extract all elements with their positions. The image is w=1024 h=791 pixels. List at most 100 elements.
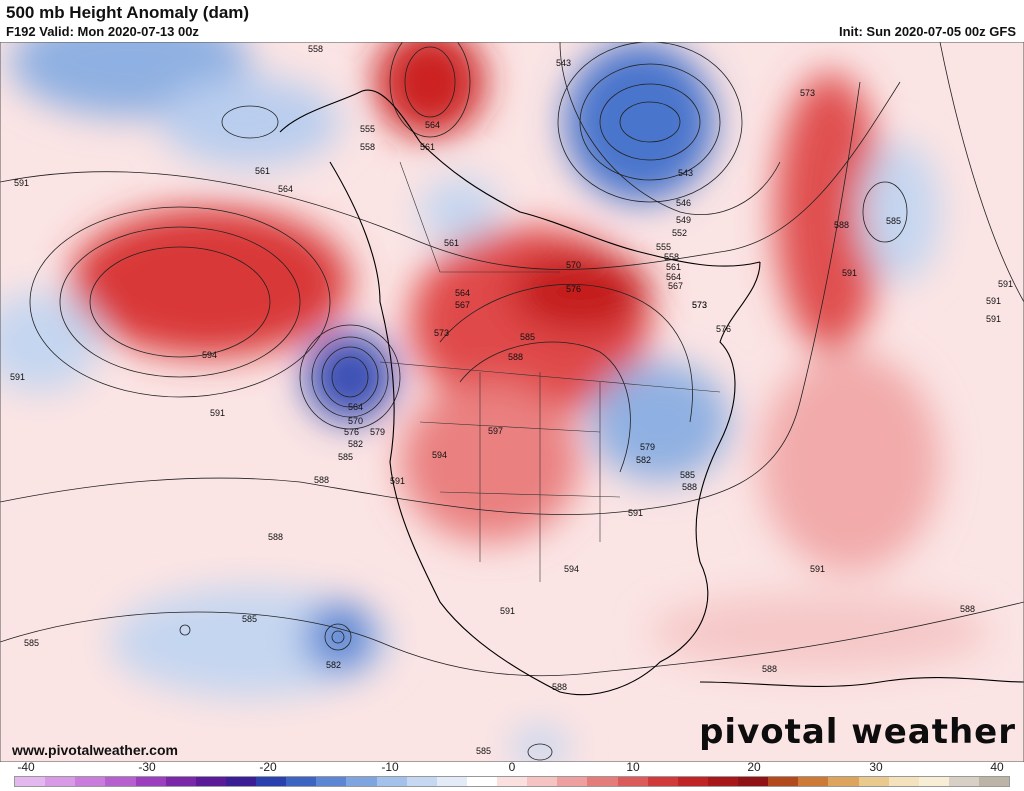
- contour-label: 585: [476, 746, 491, 756]
- contour-label: 567: [455, 300, 470, 310]
- contour-label: 582: [348, 439, 363, 449]
- contour-label: 561: [444, 238, 459, 248]
- colorbar-swatch: [165, 777, 196, 786]
- contour-label: 561: [666, 262, 681, 272]
- contour-label: 591: [986, 314, 1001, 324]
- contour-label: 579: [370, 427, 385, 437]
- contour-label: 594: [432, 450, 447, 460]
- contour-label: 576: [566, 284, 581, 294]
- contour-label: 573: [800, 88, 815, 98]
- contour-label: 591: [210, 408, 225, 418]
- colorbar-swatch: [677, 777, 708, 786]
- colorbar-swatch: [557, 777, 588, 786]
- contour-label: 546: [676, 198, 691, 208]
- colorbar-swatch: [979, 777, 1010, 786]
- contour-label: 588: [314, 475, 329, 485]
- colorbar-swatch: [587, 777, 618, 786]
- brand-logo: pivotal weather: [699, 712, 1016, 752]
- contour-label: 567: [668, 281, 683, 291]
- colorbar-swatch: [466, 777, 497, 786]
- colorbar-swatch: [135, 777, 166, 786]
- contour-label: 555: [656, 242, 671, 252]
- contour-label: 588: [682, 482, 697, 492]
- map-canvas: 558 555 558 561 564 564 561 543 546 549 …: [0, 42, 1024, 762]
- contour-label: 564: [666, 272, 681, 282]
- contour-label: 573: [692, 300, 707, 310]
- contour-label: 591: [390, 476, 405, 486]
- contour-label: 576: [716, 324, 731, 334]
- colorbar-swatch: [858, 777, 889, 786]
- colorbar-swatch: [497, 777, 528, 786]
- init-time: Init: Sun 2020-07-05 00z GFS: [838, 24, 1016, 39]
- contour-label: 588: [268, 532, 283, 542]
- colorbar-ticks: -40 -30 -20 -10 0 10 20 30 40: [0, 760, 1024, 776]
- colorbar-swatch: [195, 777, 226, 786]
- contour-label: 564: [455, 288, 470, 298]
- anomaly-map: 558 555 558 561 564 564 561 543 546 549 …: [0, 42, 1024, 762]
- contour-label: 555: [360, 124, 375, 134]
- contour-label: 561: [255, 166, 270, 176]
- colorbar-tick: 0: [508, 760, 516, 774]
- contour-label: 588: [834, 220, 849, 230]
- colorbar-tick: -30: [138, 760, 156, 774]
- colorbar-swatch: [376, 777, 407, 786]
- contour-label: 570: [348, 416, 363, 426]
- contour-label: 552: [672, 228, 687, 238]
- contour-label: 585: [520, 332, 535, 342]
- colorbar-tick: 30: [869, 760, 883, 774]
- contour-label: 549: [676, 215, 691, 225]
- contour-label: 591: [14, 178, 29, 188]
- colorbar: [14, 776, 1010, 787]
- contour-label: 576: [344, 427, 359, 437]
- colorbar-swatch: [346, 777, 377, 786]
- colorbar-swatch: [75, 777, 106, 786]
- colorbar-tick: 20: [747, 760, 761, 774]
- colorbar-swatch: [617, 777, 648, 786]
- colorbar-swatch: [256, 777, 287, 786]
- contour-label: 591: [500, 606, 515, 616]
- contour-label: 582: [326, 660, 341, 670]
- contour-label: 558: [664, 252, 679, 262]
- contour-label: 558: [360, 142, 375, 152]
- colorbar-swatch: [286, 777, 317, 786]
- contour-label: 558: [308, 44, 323, 54]
- colorbar-tick: 40: [990, 760, 1004, 774]
- contour-label: 573: [434, 328, 449, 338]
- colorbar-swatch: [316, 777, 347, 786]
- contour-label: 543: [678, 168, 693, 178]
- contour-label-group: 558 555 558 561 564 564 561 543 546 549 …: [10, 44, 1013, 756]
- contour-label: 543: [556, 58, 571, 68]
- colorbar-swatch: [45, 777, 76, 786]
- colorbar-swatch: [406, 777, 437, 786]
- colorbar-swatch: [105, 777, 136, 786]
- contour-label: 597: [488, 426, 503, 436]
- contour-label: 579: [640, 442, 655, 452]
- contour-label: 564: [348, 402, 363, 412]
- height-contours: [0, 42, 1024, 761]
- contour-label: 588: [960, 604, 975, 614]
- contour-label: 591: [998, 279, 1013, 289]
- website-url[interactable]: www.pivotalweather.com: [12, 742, 178, 758]
- colorbar-swatch: [768, 777, 799, 786]
- contour-label: 585: [242, 614, 257, 624]
- valid-time: F192 Valid: Mon 2020-07-13 00z: [6, 24, 199, 39]
- colorbar-swatch: [647, 777, 678, 786]
- contour-label: 585: [338, 452, 353, 462]
- colorbar-swatch: [888, 777, 919, 786]
- contour-label: 561: [420, 142, 435, 152]
- colorbar-swatch: [707, 777, 738, 786]
- colorbar-tick: -20: [259, 760, 277, 774]
- contour-label: 582: [636, 455, 651, 465]
- map-title: 500 mb Height Anomaly (dam): [6, 3, 250, 22]
- colorbar-swatch: [828, 777, 859, 786]
- colorbar-swatch: [948, 777, 979, 786]
- contour-label: 591: [842, 268, 857, 278]
- contour-label: 585: [886, 216, 901, 226]
- coastlines: [279, 89, 1024, 696]
- colorbar-tick: 10: [626, 760, 640, 774]
- contour-label: 588: [508, 352, 523, 362]
- contour-label: 591: [986, 296, 1001, 306]
- colorbar-swatch: [798, 777, 829, 786]
- contour-label: 564: [278, 184, 293, 194]
- contour-label: 594: [202, 350, 217, 360]
